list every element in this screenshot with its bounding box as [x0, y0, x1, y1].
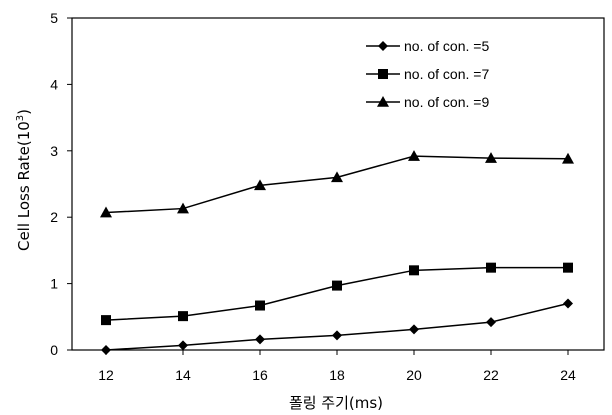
y-tick-label: 3: [50, 143, 58, 159]
data-point: [409, 265, 419, 275]
legend-label: no. of con. =9: [404, 94, 489, 110]
data-point: [409, 324, 419, 334]
data-point: [101, 315, 111, 325]
data-point: [178, 340, 188, 350]
x-tick-label: 16: [252, 367, 268, 383]
plot-border: [72, 18, 604, 350]
legend-marker: [378, 41, 388, 51]
x-tick-label: 18: [329, 367, 345, 383]
legend-item: no. of con. =9: [366, 94, 489, 110]
data-point: [178, 311, 188, 321]
legend: no. of con. =5 no. of con. =7 no. of con. …: [366, 38, 489, 110]
x-axis: 12 14 16 18 20 22 24: [98, 350, 576, 383]
series-layer: [100, 150, 574, 355]
series-line: [106, 268, 568, 320]
series-line: [106, 304, 568, 350]
x-tick-label: 22: [483, 367, 499, 383]
y-axis-title-close: ): [15, 109, 33, 115]
legend-marker: [378, 69, 388, 79]
series-line: [106, 156, 568, 212]
plot-frame: [72, 18, 604, 350]
data-point: [563, 263, 573, 273]
x-axis-title: 폴링 주기(ms): [289, 394, 383, 412]
data-point: [486, 317, 496, 327]
y-tick-label: 4: [50, 76, 58, 92]
y-tick-label: 1: [50, 276, 58, 292]
y-axis-title: Cell Loss Rate(103): [15, 109, 33, 251]
x-tick-label: 12: [98, 367, 114, 383]
data-point: [486, 263, 496, 273]
legend-label: no. of con. =5: [404, 38, 489, 54]
legend-label: no. of con. =7: [404, 66, 489, 82]
x-tick-label: 14: [175, 367, 191, 383]
y-tick-label: 2: [50, 209, 58, 225]
y-axis-title-main: Cell Loss Rate(10: [15, 121, 33, 251]
data-point: [332, 281, 342, 291]
series-3: [100, 150, 574, 217]
data-point: [255, 334, 265, 344]
y-axis: 0 1 2 3 4 5: [50, 10, 72, 358]
data-point: [255, 301, 265, 311]
x-tick-label: 24: [560, 367, 576, 383]
legend-item: no. of con. =7: [366, 66, 489, 82]
data-point: [332, 330, 342, 340]
data-point: [101, 345, 111, 355]
legend-item: no. of con. =5: [366, 38, 489, 54]
y-tick-label: 5: [50, 10, 58, 26]
data-point: [563, 299, 573, 309]
series-2: [101, 263, 573, 325]
series-1: [101, 299, 573, 355]
y-tick-label: 0: [50, 342, 58, 358]
x-tick-label: 20: [406, 367, 422, 383]
